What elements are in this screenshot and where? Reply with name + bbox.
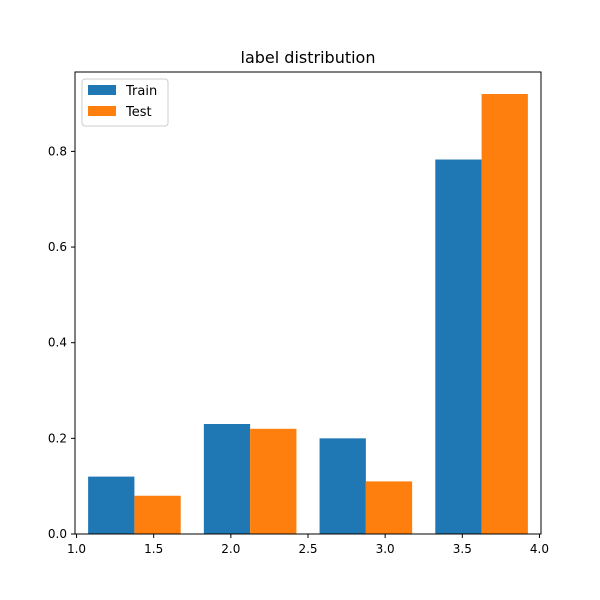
bar-test-3: [365, 481, 413, 534]
y-axis: 0.0 0.2 0.4 0.6 0.8: [48, 144, 75, 541]
bar-test-4: [481, 94, 528, 534]
y-tick-label: 0.2: [48, 431, 67, 445]
bar-train-1: [88, 476, 135, 534]
bar-train-2: [203, 424, 251, 534]
y-tick-label: 0.6: [48, 240, 67, 254]
x-tick-label: 1.0: [67, 542, 86, 556]
bar-test-2: [250, 428, 297, 534]
legend-label-test: Test: [125, 105, 152, 120]
x-axis: 1.0 1.5 2.0 2.5 3.0 3.5 4.0: [67, 534, 549, 556]
legend-swatch-test: [88, 106, 116, 116]
bar-test-1: [134, 495, 181, 534]
x-tick-label: 3.5: [453, 542, 472, 556]
bars-layer: [88, 94, 528, 535]
y-tick-label: 0.0: [48, 527, 67, 541]
legend-label-train: Train: [125, 84, 157, 99]
x-tick-label: 2.0: [221, 542, 240, 556]
x-tick-label: 4.0: [530, 542, 549, 556]
y-tick-label: 0.8: [48, 144, 67, 158]
legend-swatch-train: [88, 85, 116, 95]
chart-title: label distribution: [241, 48, 376, 67]
bar-train-3: [319, 438, 366, 534]
bar-train-4: [435, 159, 482, 535]
x-tick-label: 2.5: [298, 542, 317, 556]
y-tick-label: 0.4: [48, 336, 67, 350]
x-tick-label: 3.0: [376, 542, 395, 556]
x-tick-label: 1.5: [144, 542, 163, 556]
legend: Train Test: [81, 78, 169, 127]
